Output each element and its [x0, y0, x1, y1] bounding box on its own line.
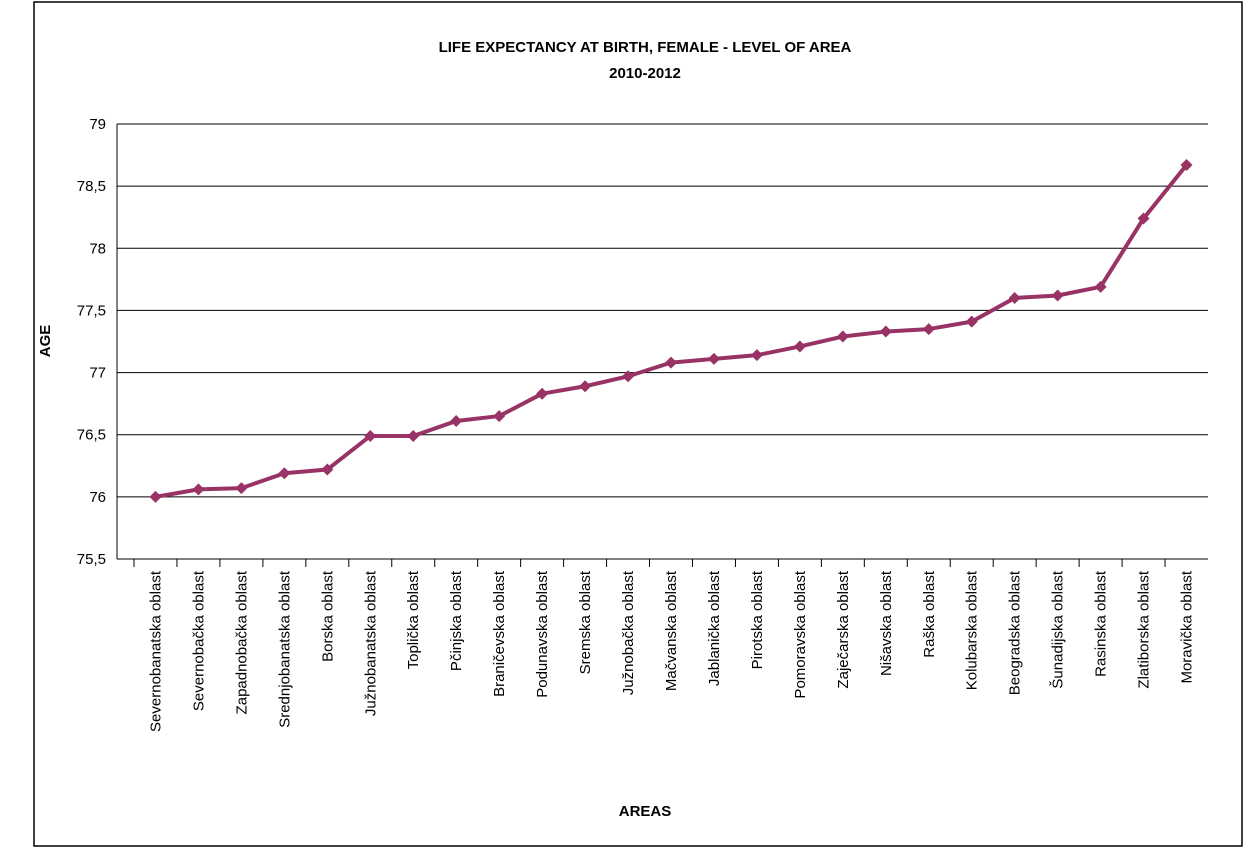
- y-tick-label: 78: [89, 240, 106, 257]
- x-tick-label: Rasinska oblast: [1093, 570, 1110, 677]
- x-tick-label: Moravička oblast: [1179, 570, 1196, 683]
- y-tick-label: 79: [89, 116, 106, 133]
- y-tick-label: 77: [89, 365, 106, 382]
- marker: [1094, 280, 1107, 293]
- marker: [536, 387, 549, 400]
- x-tick-label: Podunavska oblast: [534, 570, 551, 698]
- x-tick-label: Jablanička oblast: [706, 570, 723, 686]
- x-tick-label: Južnobanatska oblast: [362, 570, 379, 716]
- marker: [793, 340, 806, 353]
- y-tick-label: 77,5: [77, 302, 106, 319]
- marker: [879, 325, 892, 338]
- y-tick-label: 76,5: [77, 427, 106, 444]
- y-axis-label: AGE: [37, 325, 54, 358]
- x-tick-label: Južnobačka oblast: [620, 570, 637, 695]
- x-tick-label: Zaječarska oblast: [835, 570, 852, 688]
- marker: [622, 370, 635, 383]
- marker: [321, 463, 334, 476]
- marker: [364, 429, 377, 442]
- x-tick-label: Nišavska oblast: [878, 570, 895, 676]
- marker: [836, 330, 849, 343]
- x-tick-label: Severnobanatska oblast: [147, 570, 164, 732]
- x-tick-label: Raška oblast: [921, 570, 938, 658]
- marker: [665, 356, 677, 369]
- marker: [579, 380, 592, 393]
- marker: [450, 415, 463, 428]
- x-tick-label: Beogradska oblast: [1007, 570, 1024, 695]
- marker: [192, 483, 205, 496]
- x-tick-label: Pirotska oblast: [749, 570, 766, 669]
- x-tick-label: Kolubarska oblast: [964, 570, 981, 690]
- marker: [965, 315, 978, 328]
- chart-subtitle: 2010-2012: [609, 65, 681, 82]
- marker: [493, 410, 506, 423]
- x-tick-label: Braničevska oblast: [491, 570, 508, 697]
- x-tick-label: Mačvanska oblast: [663, 570, 680, 691]
- y-tick-label: 75,5: [77, 551, 106, 568]
- chart-title: LIFE EXPECTANCY AT BIRTH, FEMALE - LEVEL…: [439, 39, 852, 56]
- x-tick-label: Zapadnobačka oblast: [233, 570, 250, 714]
- x-tick-label: Šunadijska oblast: [1050, 570, 1067, 688]
- marker: [407, 429, 420, 442]
- x-tick-label: Borska oblast: [319, 570, 336, 662]
- marker: [1180, 159, 1193, 172]
- marker: [149, 490, 162, 503]
- marker: [707, 352, 720, 365]
- x-tick-label: Pčinjska oblast: [448, 570, 465, 671]
- y-tick-label: 78,5: [77, 178, 106, 195]
- marker: [750, 349, 763, 362]
- x-tick-label: Pomoravska oblast: [792, 570, 809, 698]
- chart-border: [33, 1, 1243, 847]
- marker: [1137, 212, 1150, 225]
- x-tick-label: Zlatiborska oblast: [1136, 570, 1153, 688]
- x-tick-label: Severnobačka oblast: [190, 570, 207, 711]
- x-axis-label: AREAS: [619, 803, 672, 820]
- y-tick-label: 76: [89, 489, 106, 506]
- marker: [922, 323, 935, 336]
- x-tick-label: Sremska oblast: [577, 570, 594, 674]
- x-tick-label: Srednjobanatska oblast: [276, 570, 293, 728]
- marker: [1051, 289, 1064, 302]
- x-tick-label: Toplička oblast: [405, 570, 422, 669]
- marker: [1008, 292, 1021, 304]
- marker: [235, 482, 248, 495]
- marker: [278, 467, 291, 480]
